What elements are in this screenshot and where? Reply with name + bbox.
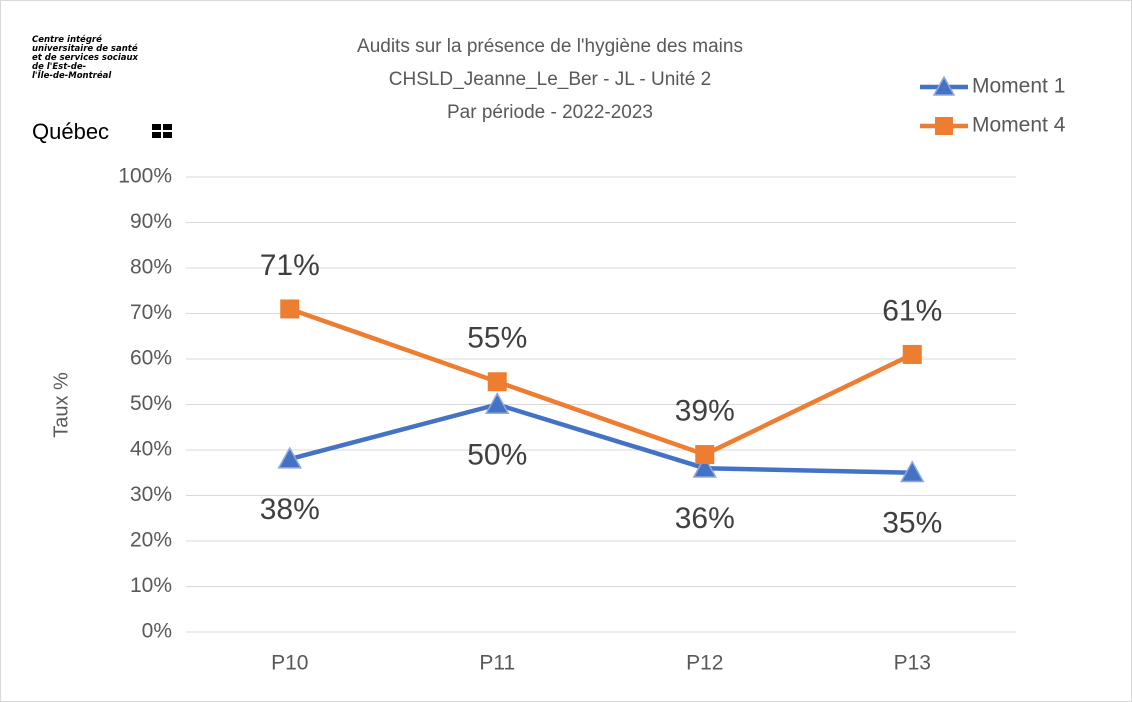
data-label: 50% [467,438,527,471]
y-tick-label: 20% [130,529,172,552]
legend-marker [932,75,956,96]
legend-label: Moment 4 [972,114,1066,137]
y-tick-label: 40% [130,438,172,461]
y-tick-label: 60% [130,347,172,370]
data-point [487,372,507,392]
data-point [899,460,925,483]
y-tick-label: 30% [130,483,172,506]
logo-flag [152,124,172,138]
data-point [902,344,922,364]
chart-title: Par période - 2022-2023 [447,102,653,123]
y-tick-label: 90% [130,210,172,233]
data-label: 61% [882,294,942,327]
y-tick-label: 0% [142,620,172,643]
y-tick-label: 50% [130,392,172,415]
logo-text: et de services sociaux [32,53,139,63]
y-tick-label: 80% [130,256,172,279]
x-tick-label: P12 [686,652,723,675]
data-label: 71% [260,249,320,282]
data-label: 39% [675,394,735,427]
data-point [692,455,718,478]
data-label: 38% [260,493,320,526]
data-label: 36% [675,502,735,535]
legend-marker [935,117,953,135]
series-line [289,402,913,475]
legend-label: Moment 1 [972,75,1065,98]
logo-text: l'Île-de-Montréal [32,70,112,81]
data-point [484,391,510,415]
y-tick-label: 100% [118,165,172,188]
y-tick-label: 10% [130,574,172,597]
data-point [277,446,303,469]
chart-title: Audits sur la présence de l'hygiène des … [357,36,743,57]
data-point [695,445,715,465]
data-label: 55% [467,322,527,355]
data-point [280,299,300,319]
logo-text: Centre intégré [32,34,102,45]
data-label: 35% [882,507,942,540]
x-tick-label: P11 [479,652,515,675]
x-tick-label: P13 [894,652,931,675]
logo-text: universitaire de santé [32,43,138,54]
y-axis-label: Taux % [50,372,72,438]
x-tick-label: P10 [271,652,308,675]
logo-text: de l'Est-de- [32,62,87,72]
chart-title: CHSLD_Jeanne_Le_Ber - JL - Unité 2 [389,69,711,90]
logo-name: Québec [32,119,109,144]
y-tick-label: 70% [130,301,172,324]
series-line [289,306,914,457]
